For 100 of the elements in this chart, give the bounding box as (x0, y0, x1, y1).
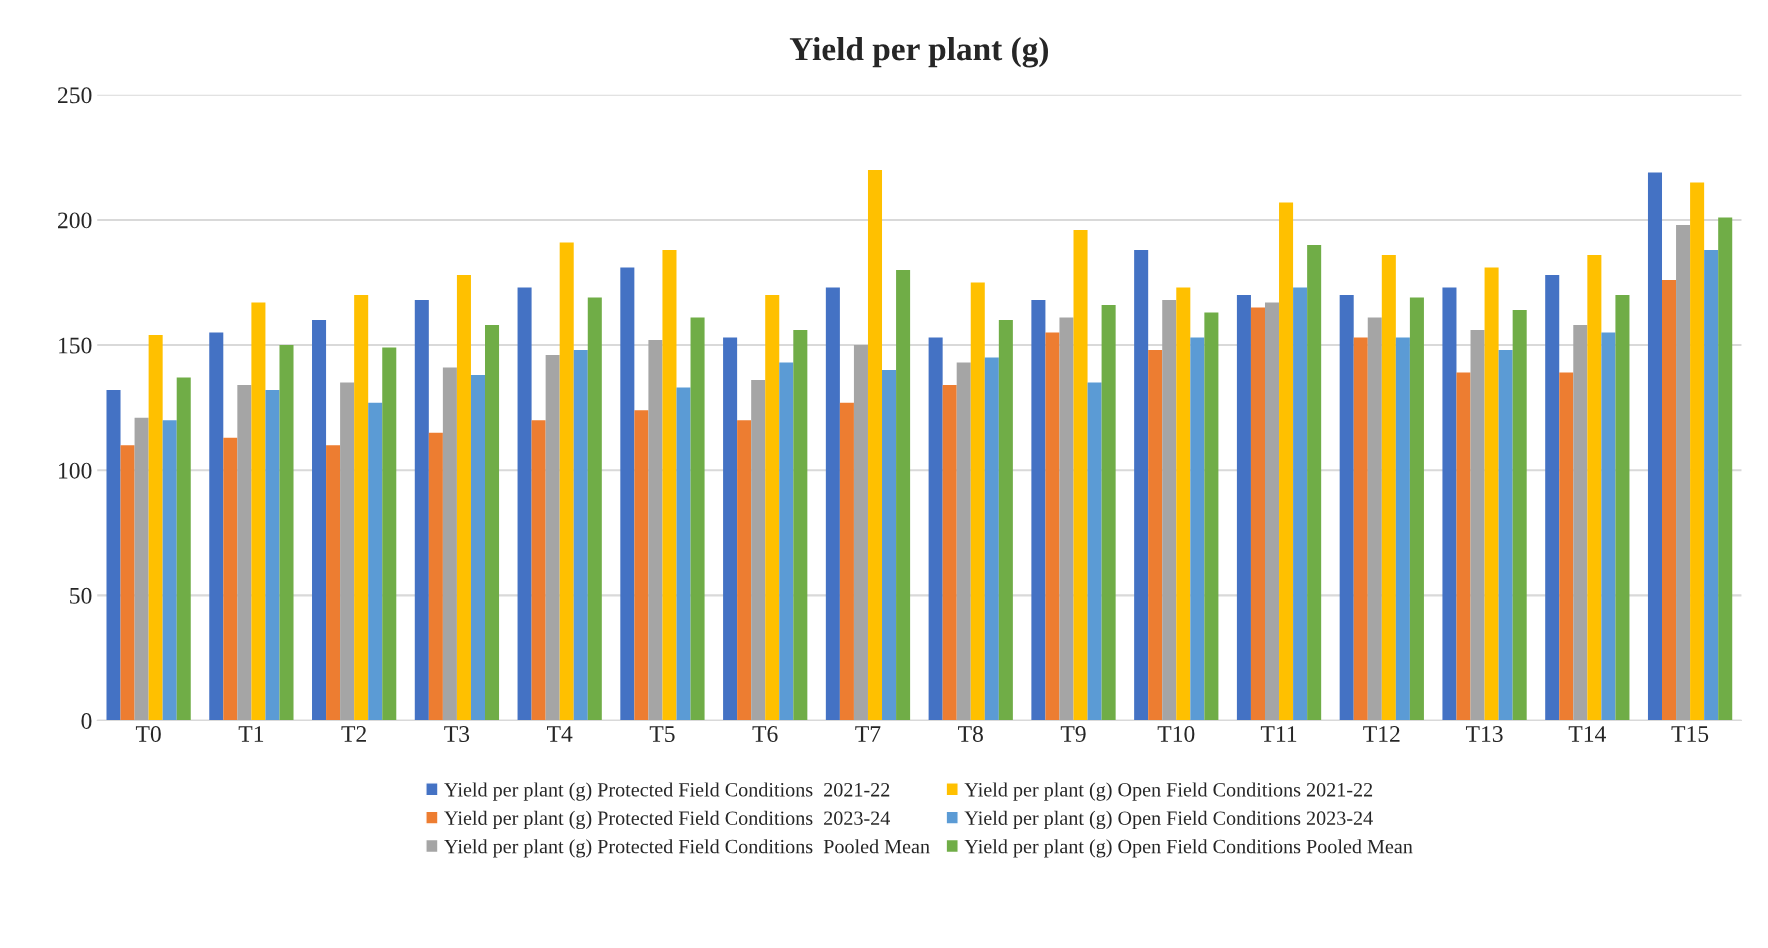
bar (1264, 302, 1280, 721)
bar (559, 242, 574, 721)
bar (1279, 202, 1294, 721)
bar (1381, 254, 1396, 721)
bar (1662, 280, 1677, 721)
bar (1647, 172, 1663, 721)
bar (1250, 307, 1265, 721)
bar (414, 300, 429, 721)
bar (470, 375, 486, 721)
bar (354, 295, 369, 721)
x-tick-label: T10 (1157, 726, 1195, 742)
bar (1601, 332, 1616, 721)
legend-label: Yield per plant (g) Open Field Conditions 2023-24 (964, 810, 1373, 830)
bar (1456, 372, 1471, 721)
chart-title: Yield per plant (g) (789, 36, 1048, 68)
bar (517, 287, 532, 721)
bar (573, 350, 588, 721)
bar (382, 347, 397, 721)
bar (456, 275, 471, 721)
legend-label: Yield per plant (g) Protected Field Conditions 2023-24 (444, 810, 891, 830)
bar (1367, 317, 1382, 721)
x-tick-label: T0 (135, 726, 161, 742)
bar (1162, 300, 1177, 721)
x-tick-label: T9 (1060, 726, 1086, 742)
bar (237, 385, 252, 721)
bar (1559, 372, 1574, 721)
bar (1573, 325, 1588, 721)
bar (1704, 249, 1719, 721)
bar (251, 302, 266, 721)
bar (779, 362, 794, 721)
x-tick-label: T15 (1671, 726, 1709, 742)
bar (1190, 337, 1205, 721)
bar (751, 380, 766, 721)
legend-label: Yield per plant (g) Open Field Conditions 2021-22 (964, 782, 1373, 801)
x-tick-label: T11 (1260, 726, 1297, 742)
bar (1059, 317, 1074, 721)
bar (120, 445, 135, 721)
legend-label: Yield per plant (g) Protected Field Conditions Pooled Mean (444, 839, 930, 858)
bar (1615, 295, 1630, 721)
bar (723, 337, 738, 721)
bar (648, 340, 663, 721)
bar (1236, 295, 1251, 721)
bar (368, 402, 383, 721)
bar (1409, 297, 1424, 721)
x-tick-label: T4 (547, 726, 573, 742)
bar (148, 335, 163, 721)
y-tick-label: 250 (58, 87, 92, 104)
y-tick-label: 0 (81, 712, 92, 729)
bar (839, 402, 854, 721)
bar (326, 445, 341, 721)
y-tick-label: 200 (58, 212, 92, 229)
bar (587, 297, 602, 721)
y-tick-label: 150 (59, 337, 92, 354)
bar (1073, 229, 1088, 721)
x-tick-label: T6 (752, 726, 778, 742)
bar (765, 295, 780, 721)
bar (1176, 287, 1191, 721)
bar (162, 420, 177, 721)
bar (265, 390, 280, 721)
bar (896, 269, 911, 721)
bar (1293, 287, 1308, 721)
y-tick-label: 50 (70, 587, 92, 604)
bar (998, 320, 1013, 721)
bar (825, 287, 840, 721)
bar (737, 420, 752, 721)
x-tick-label: T2 (341, 726, 366, 742)
bar (134, 417, 149, 721)
bar (312, 320, 327, 721)
x-tick-label: T1 (238, 726, 264, 742)
bar (1204, 312, 1219, 721)
bar (928, 337, 943, 721)
bar (485, 325, 500, 721)
bar (223, 437, 238, 721)
bar (662, 249, 677, 721)
bar (1101, 305, 1116, 721)
bar (634, 410, 649, 721)
bar (970, 282, 985, 721)
bar (1545, 275, 1560, 721)
bar (442, 367, 457, 721)
bar (620, 267, 635, 721)
bar (106, 390, 121, 721)
bar (1512, 310, 1527, 721)
bar (545, 355, 560, 721)
bar (1718, 217, 1733, 721)
x-tick-label: T14 (1568, 726, 1606, 742)
bar (1031, 300, 1046, 721)
bar (1045, 332, 1060, 721)
bar (676, 387, 691, 721)
bar (1676, 224, 1691, 721)
x-tick-label: T13 (1465, 726, 1503, 742)
bar (1307, 244, 1322, 721)
legend-label: Yield per plant (g) Open Field Conditions Pooled Mean (964, 839, 1413, 858)
bar (882, 370, 897, 721)
bar (853, 345, 868, 721)
bar (279, 345, 294, 721)
bar (209, 332, 224, 721)
bar (1690, 182, 1705, 721)
bar (340, 382, 355, 721)
bar (1087, 382, 1102, 721)
bar (690, 317, 705, 721)
